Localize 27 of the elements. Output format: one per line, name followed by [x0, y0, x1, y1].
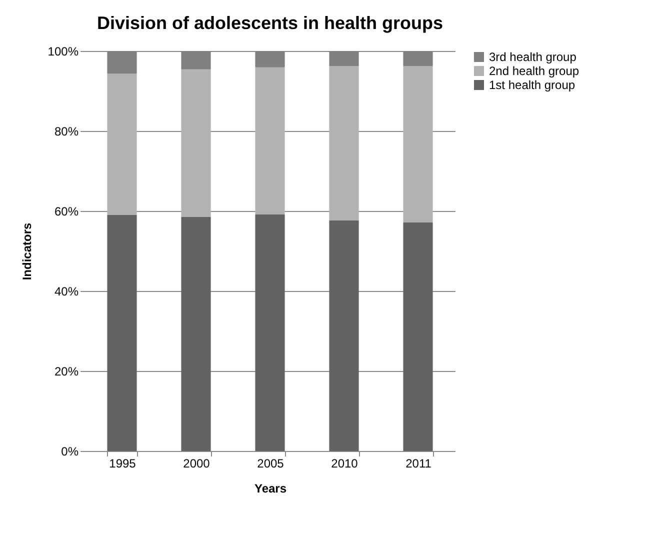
bar — [255, 67, 285, 214]
x-tick-label: 2010 — [331, 456, 358, 470]
x-tick-label: 2011 — [406, 456, 432, 470]
bar — [107, 215, 137, 451]
y-tick-label: 40% — [54, 284, 79, 298]
x-tick-label: 2000 — [183, 456, 210, 470]
x-tick-label: 2005 — [257, 456, 284, 470]
bar — [181, 217, 211, 451]
x-axis-title: Years — [254, 482, 287, 496]
y-tick-label: 100% — [48, 44, 79, 58]
bar — [329, 66, 359, 220]
bar — [181, 69, 211, 217]
bar — [403, 66, 433, 222]
legend-label: 1st health group — [489, 78, 576, 92]
bar — [107, 74, 137, 215]
bar — [329, 220, 359, 451]
y-axis-title: Indicators — [20, 222, 34, 280]
legend-label: 3rd health group — [489, 50, 577, 64]
x-tick-label: 1995 — [109, 456, 136, 470]
bar — [255, 214, 285, 451]
chart-title: Division of adolescents in health groups — [96, 13, 444, 33]
y-tick-label: 20% — [54, 364, 79, 378]
y-tick-label: 60% — [54, 204, 79, 218]
bar — [403, 222, 433, 451]
y-tick-label: 0% — [61, 444, 79, 458]
legend-label: 2nd health group — [489, 64, 580, 78]
y-tick-label: 80% — [54, 124, 79, 138]
